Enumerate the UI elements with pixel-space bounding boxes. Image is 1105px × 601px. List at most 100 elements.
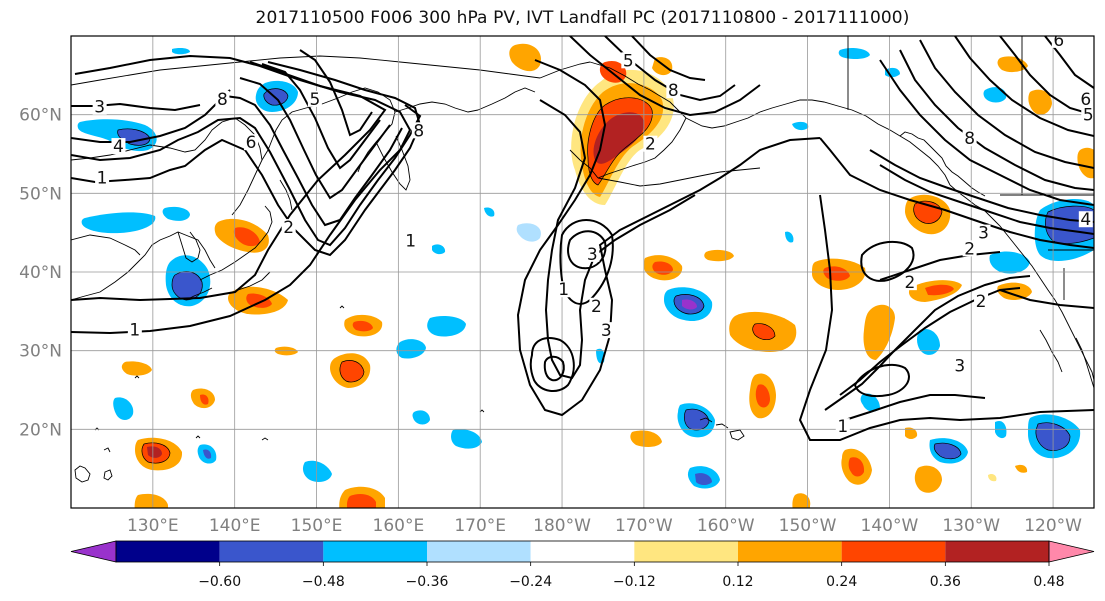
longitude-tick-label: 170°E bbox=[454, 516, 506, 536]
latitude-tick-label: 40°N bbox=[19, 263, 62, 283]
contour-label: 8 bbox=[964, 129, 975, 149]
contour-label: 2 bbox=[283, 218, 294, 238]
colorbar-tick-label: −0.48 bbox=[302, 574, 345, 590]
contour-label-bg bbox=[599, 322, 614, 339]
colorbar-extend-high bbox=[1048, 540, 1095, 563]
contour-label: 8 bbox=[668, 81, 679, 101]
contour-label-bg bbox=[621, 52, 636, 69]
colorbar-box bbox=[634, 541, 738, 562]
longitude-tick-label: 120°W bbox=[1024, 516, 1082, 536]
longitude-axis: 130°E 140°E 150°E 160°E 170°E 180°W 170°W 160°W… bbox=[127, 516, 1082, 536]
colorbar-extend-low bbox=[70, 540, 117, 563]
contour-label-bg bbox=[643, 135, 658, 152]
longitude-tick-label: 150°E bbox=[291, 516, 343, 536]
colorbar-box bbox=[323, 541, 427, 562]
contour-label-bg bbox=[281, 219, 296, 236]
contour-label-bg bbox=[95, 169, 110, 186]
longitude-tick-label: 170°W bbox=[615, 516, 673, 536]
map-title: 2017110500 F006 300 hPa PV, IVT Landfall… bbox=[255, 8, 910, 28]
contour-label: 6 bbox=[1080, 90, 1091, 110]
contour-label-bg bbox=[974, 293, 989, 310]
longitude-tick-label: 160°W bbox=[697, 516, 755, 536]
colorbar-box bbox=[116, 541, 220, 562]
contour-label-bg bbox=[976, 224, 991, 241]
colorbar-box bbox=[219, 541, 324, 562]
colorbar-box bbox=[530, 541, 635, 562]
contour-label-bg bbox=[666, 82, 681, 99]
contour-label: 2 bbox=[904, 273, 915, 293]
contour-label: 5 bbox=[309, 90, 320, 110]
longitude-tick-label: 150°W bbox=[779, 516, 837, 536]
colorbar: −0.60 −0.48 −0.36 −0.24 −0.12 0.12 0.24 0.36 0.4… bbox=[70, 540, 1095, 590]
contour-label: 2 bbox=[964, 239, 975, 259]
latitude-tick-label: 50°N bbox=[19, 184, 62, 204]
contour-label: 1 bbox=[129, 320, 140, 340]
contour-label-bg bbox=[556, 281, 571, 298]
longitude-tick-label: 140°W bbox=[861, 516, 919, 536]
contour-label: 2 bbox=[645, 135, 656, 155]
contour-label: 3 bbox=[94, 98, 105, 118]
colorbar-tick-label: −0.24 bbox=[509, 574, 552, 590]
colorbar-box bbox=[427, 541, 531, 562]
contour-label-bg bbox=[244, 134, 259, 151]
map-frame bbox=[70, 35, 1095, 509]
colorbar-tick-label: 0.24 bbox=[826, 574, 857, 590]
latitude-tick-label: 20°N bbox=[19, 420, 62, 440]
coastlines bbox=[71, 36, 1094, 483]
colorbar-tick-label: 0.48 bbox=[1033, 574, 1064, 590]
contour-label: 6 bbox=[1053, 31, 1064, 51]
contour-label-bg bbox=[1078, 90, 1093, 107]
contour-label: 1 bbox=[558, 280, 569, 300]
contour-label-bg bbox=[902, 274, 917, 291]
contour-label-bg bbox=[92, 98, 107, 115]
contour-label: 4 bbox=[113, 137, 124, 157]
contour-label: 3 bbox=[954, 357, 965, 377]
colorbar-box bbox=[738, 541, 842, 562]
contour-label: 6 bbox=[246, 133, 257, 153]
latitude-axis: 60°N 50°N 40°N 30°N 20°N bbox=[19, 106, 62, 441]
latitude-tick-label: 60°N bbox=[19, 106, 62, 126]
contour-label-bg bbox=[127, 321, 142, 338]
contour-label-bg bbox=[1078, 211, 1093, 228]
contour-label-bg bbox=[1081, 106, 1094, 123]
contour-label-bg bbox=[403, 232, 418, 249]
contour-label-bg bbox=[585, 245, 600, 262]
longitude-tick-label: 130°E bbox=[127, 516, 179, 536]
longitude-tick-label: 180°W bbox=[533, 516, 591, 536]
contour-label: 1 bbox=[837, 417, 848, 437]
latitude-tick-label: 30°N bbox=[19, 342, 62, 362]
contour-label: 3 bbox=[587, 245, 598, 265]
contour-label-bg bbox=[835, 418, 850, 435]
contour-label: 5 bbox=[623, 51, 634, 71]
longitude-tick-label: 160°E bbox=[373, 516, 425, 536]
contour-label-bg bbox=[1051, 36, 1066, 48]
contour-label-bg bbox=[411, 122, 426, 139]
contour-label-bg bbox=[589, 297, 604, 314]
colorbar-tick-label: −0.60 bbox=[198, 574, 241, 590]
colorbar-frame bbox=[115, 540, 1050, 563]
contour-label-bg bbox=[962, 240, 977, 257]
colorbar-box bbox=[841, 541, 946, 562]
contour-label-bg bbox=[215, 90, 230, 107]
contour-label: 4 bbox=[1080, 210, 1091, 230]
contour-label-bg bbox=[307, 90, 322, 107]
contour-label: 2 bbox=[976, 292, 987, 312]
colorbar-tick-label: −0.36 bbox=[406, 574, 449, 590]
contour-label-bg bbox=[962, 130, 977, 147]
colorbar-tick-label: −0.12 bbox=[613, 574, 656, 590]
contour-label: 1 bbox=[405, 231, 416, 251]
contour-label: 3 bbox=[978, 224, 989, 244]
contour-label: 2 bbox=[591, 297, 602, 317]
contour-label: 1 bbox=[97, 169, 108, 189]
contour-label: 8 bbox=[413, 121, 424, 141]
contour-label-bg bbox=[952, 357, 967, 374]
contour-label: 3 bbox=[601, 321, 612, 341]
longitude-tick-label: 140°E bbox=[209, 516, 261, 536]
colorbar-tick-label: 0.36 bbox=[930, 574, 961, 590]
colorbar-box bbox=[945, 541, 1049, 562]
contour-label-bg bbox=[111, 138, 126, 155]
contour-label: 5 bbox=[1083, 106, 1094, 126]
